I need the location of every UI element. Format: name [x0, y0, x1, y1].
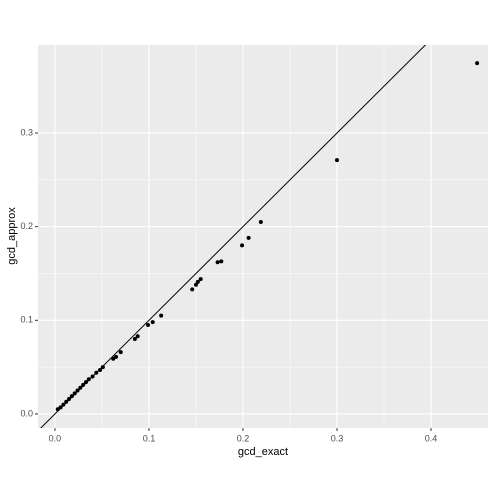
point — [100, 365, 105, 370]
point — [90, 374, 95, 379]
point — [215, 260, 220, 265]
point — [150, 320, 155, 325]
x-tick-label: 0.0 — [49, 433, 62, 443]
point — [198, 277, 203, 282]
point — [193, 282, 198, 287]
point — [75, 388, 80, 393]
marks — [40, 45, 480, 428]
y-tick-label: 0.3 — [20, 127, 33, 137]
y-tick-label: 0.0 — [20, 408, 33, 418]
point — [195, 279, 200, 284]
point — [78, 385, 83, 390]
y-axis-title: gcd_approx — [6, 207, 18, 265]
axes: 0.0 0.1 0.2 0.3 0.4 0.0 0.1 0.2 0.3 — [20, 127, 437, 443]
x-axis-title: gcd_exact — [238, 446, 288, 458]
point — [98, 367, 103, 372]
point — [83, 380, 88, 385]
x-tick-label: 0.1 — [143, 433, 156, 443]
point — [135, 334, 140, 339]
point — [69, 394, 74, 399]
point — [64, 399, 69, 404]
reference-line — [40, 45, 427, 428]
point — [111, 356, 116, 361]
point — [334, 158, 339, 163]
grid — [38, 45, 488, 428]
point — [246, 235, 251, 240]
point — [67, 396, 72, 401]
point — [146, 322, 151, 327]
point — [86, 377, 91, 382]
point — [132, 337, 137, 342]
panel — [38, 45, 488, 428]
point — [475, 61, 480, 66]
point — [219, 259, 224, 264]
point — [55, 407, 60, 412]
point — [240, 243, 245, 248]
point — [118, 350, 123, 355]
point — [190, 287, 195, 292]
point — [258, 219, 263, 224]
y-tick-label: 0.1 — [20, 315, 33, 325]
point — [114, 354, 119, 359]
point — [61, 402, 66, 407]
y-tick-label: 0.2 — [20, 221, 33, 231]
x-tick-label: 0.3 — [331, 433, 344, 443]
point — [72, 391, 77, 396]
point — [58, 405, 63, 410]
x-tick-label: 0.4 — [425, 433, 438, 443]
point — [94, 370, 99, 375]
x-tick-label: 0.2 — [237, 433, 250, 443]
point — [159, 313, 164, 318]
point — [81, 382, 86, 387]
